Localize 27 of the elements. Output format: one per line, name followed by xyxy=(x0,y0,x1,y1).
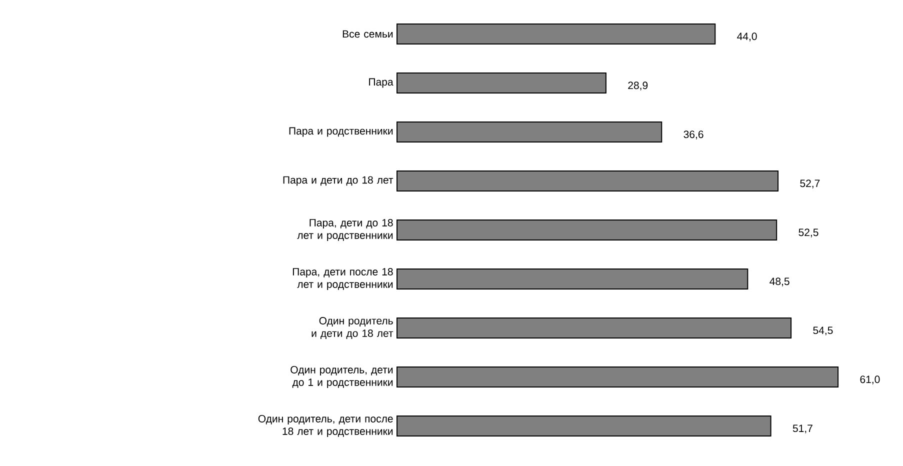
data-label: 28,9 xyxy=(628,82,648,90)
bar xyxy=(396,24,716,44)
bar xyxy=(396,122,662,142)
bar xyxy=(396,170,779,192)
data-label: 54,5 xyxy=(813,326,833,336)
y-tick-label: Один родитель, дети после 18 лет и родственники xyxy=(258,415,393,438)
bar xyxy=(396,72,606,94)
y-tick-label: Пара, дети до 18 лет и родственники xyxy=(297,219,393,241)
bar xyxy=(396,268,748,290)
data-label: 48,5 xyxy=(770,278,790,286)
data-label: 36,6 xyxy=(684,130,704,140)
y-tick-label: Пара и дети до 18 лет xyxy=(283,176,394,186)
y-tick-label: Пара, дети после 18 лет и родственники xyxy=(292,268,393,290)
bar xyxy=(396,318,792,339)
data-label: 61,0 xyxy=(860,376,880,384)
data-label: 52,5 xyxy=(798,228,818,238)
y-tick-label: Пара xyxy=(369,78,394,88)
y-tick-label: Пара и родственники xyxy=(289,127,393,137)
y-tick-label: Один родитель и дети до 18 лет xyxy=(312,317,394,339)
y-tick-label: Один родитель, дети до 1 и родственники xyxy=(290,366,393,388)
data-label: 52,7 xyxy=(800,180,820,188)
data-label: 51,7 xyxy=(792,424,812,434)
bar xyxy=(396,220,778,241)
data-label: 44,0 xyxy=(737,32,757,42)
y-tick-label: Все семьи xyxy=(342,30,393,38)
bar xyxy=(396,366,839,388)
bar xyxy=(396,416,772,437)
